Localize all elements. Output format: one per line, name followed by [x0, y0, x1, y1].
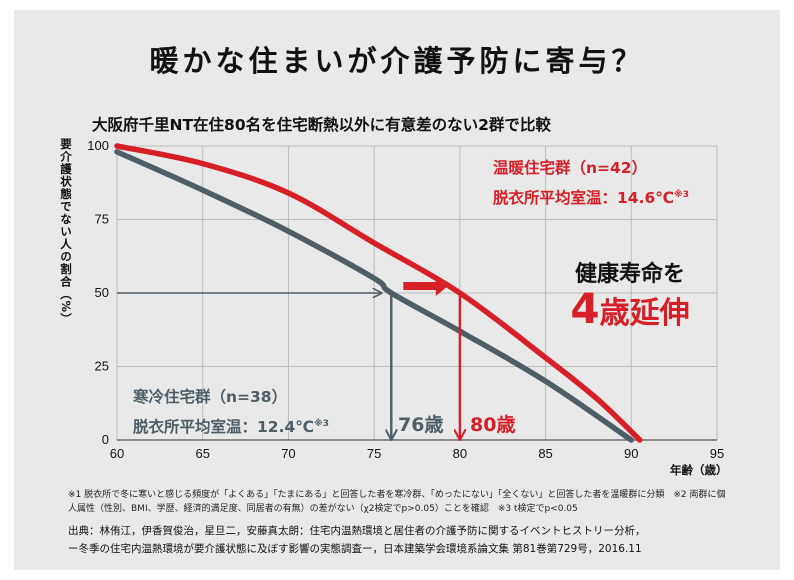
warm-group-temp: 脱衣所平均室温：14.6℃※3	[493, 189, 690, 208]
y-axis-label: 要介護状態でない人の割合（%）	[59, 138, 73, 326]
source-citation: 出典：林侑江，伊香賀俊治，星旦二，安藤真太朗：住宅内温熱環境と居住者の介護予防に…	[68, 522, 758, 558]
x-axis-label: 年齢（歳）	[670, 463, 728, 477]
x-tick-label: 95	[710, 446, 724, 461]
footnotes: ※1 脱衣所で冬に寒いと感じる頻度が「よくある」「たまにある」と回答した者を寒冷…	[68, 488, 748, 516]
y-tick-label: 100	[87, 138, 109, 153]
warm-group-name: 温暖住宅群（n=42）	[493, 159, 648, 177]
footnote-line-2: 人属性（性別、BMI、学歴、経済的満足度、同居者の有無）の差がない（χ2検定でp…	[68, 504, 578, 514]
x-tick-label: 70	[281, 446, 295, 461]
page-title: 暖かな住まいが介護予防に寄与？	[149, 44, 645, 78]
headline-emphasis: 4歳延伸	[545, 284, 715, 333]
x-tick-label: 65	[195, 446, 209, 461]
warm-group-legend: 温暖住宅群（n=42） 脱衣所平均室温：14.6℃※3	[493, 155, 689, 212]
infographic-card	[14, 10, 780, 570]
chart-series	[114, 143, 643, 443]
chart-subtitle: 大阪府千里NT在住80名を住宅断熱以外に有意差のない2群で比較	[92, 116, 551, 134]
x-tick-label: 85	[538, 446, 552, 461]
warm-series-line	[114, 143, 643, 443]
cold-age-label: 76歳	[398, 414, 444, 436]
y-tick-label: 75	[95, 212, 109, 227]
headline-number: 4	[570, 284, 600, 333]
warm-note-mark: ※3	[674, 190, 690, 200]
cold-series-line	[114, 149, 635, 443]
warm-age-label: 80歳	[470, 414, 516, 436]
source-line-1: 出典：林侑江，伊香賀俊治，星旦二，安藤真太朗：住宅内温熱環境と居住者の介護予防に…	[68, 525, 646, 537]
source-line-2: ー冬季の住宅内温熱環境が要介護状態に及ぼす影響の実態調査ー，日本建築学会環境系論…	[68, 543, 642, 555]
y-tick-label: 50	[95, 285, 109, 300]
chart-ticks: 60 65 70 75 80 85 90 95 0 25 50 75 100	[87, 138, 724, 461]
x-tick-label: 75	[367, 446, 381, 461]
extension-arrow	[403, 276, 448, 296]
x-tick-label: 90	[624, 446, 638, 461]
cold-note-mark: ※3	[314, 419, 330, 429]
y-tick-label: 0	[102, 432, 109, 447]
cold-group-name: 寒冷住宅群（n=38）	[133, 388, 288, 406]
x-tick-label: 60	[110, 446, 124, 461]
cold-group-legend: 寒冷住宅群（n=38） 脱衣所平均室温：12.4℃※3	[133, 384, 329, 441]
headline-suffix: 歳延伸	[599, 296, 690, 331]
y-tick-label: 25	[95, 359, 109, 374]
chart-annotations	[117, 276, 460, 440]
footnote-line-1: ※1 脱衣所で冬に寒いと感じる頻度が「よくある」「たまにある」と回答した者を寒冷…	[68, 490, 726, 500]
headline-text: 健康寿命を	[574, 262, 685, 287]
cold-group-temp: 脱衣所平均室温：12.4℃※3	[133, 418, 330, 437]
x-tick-label: 80	[453, 446, 467, 461]
